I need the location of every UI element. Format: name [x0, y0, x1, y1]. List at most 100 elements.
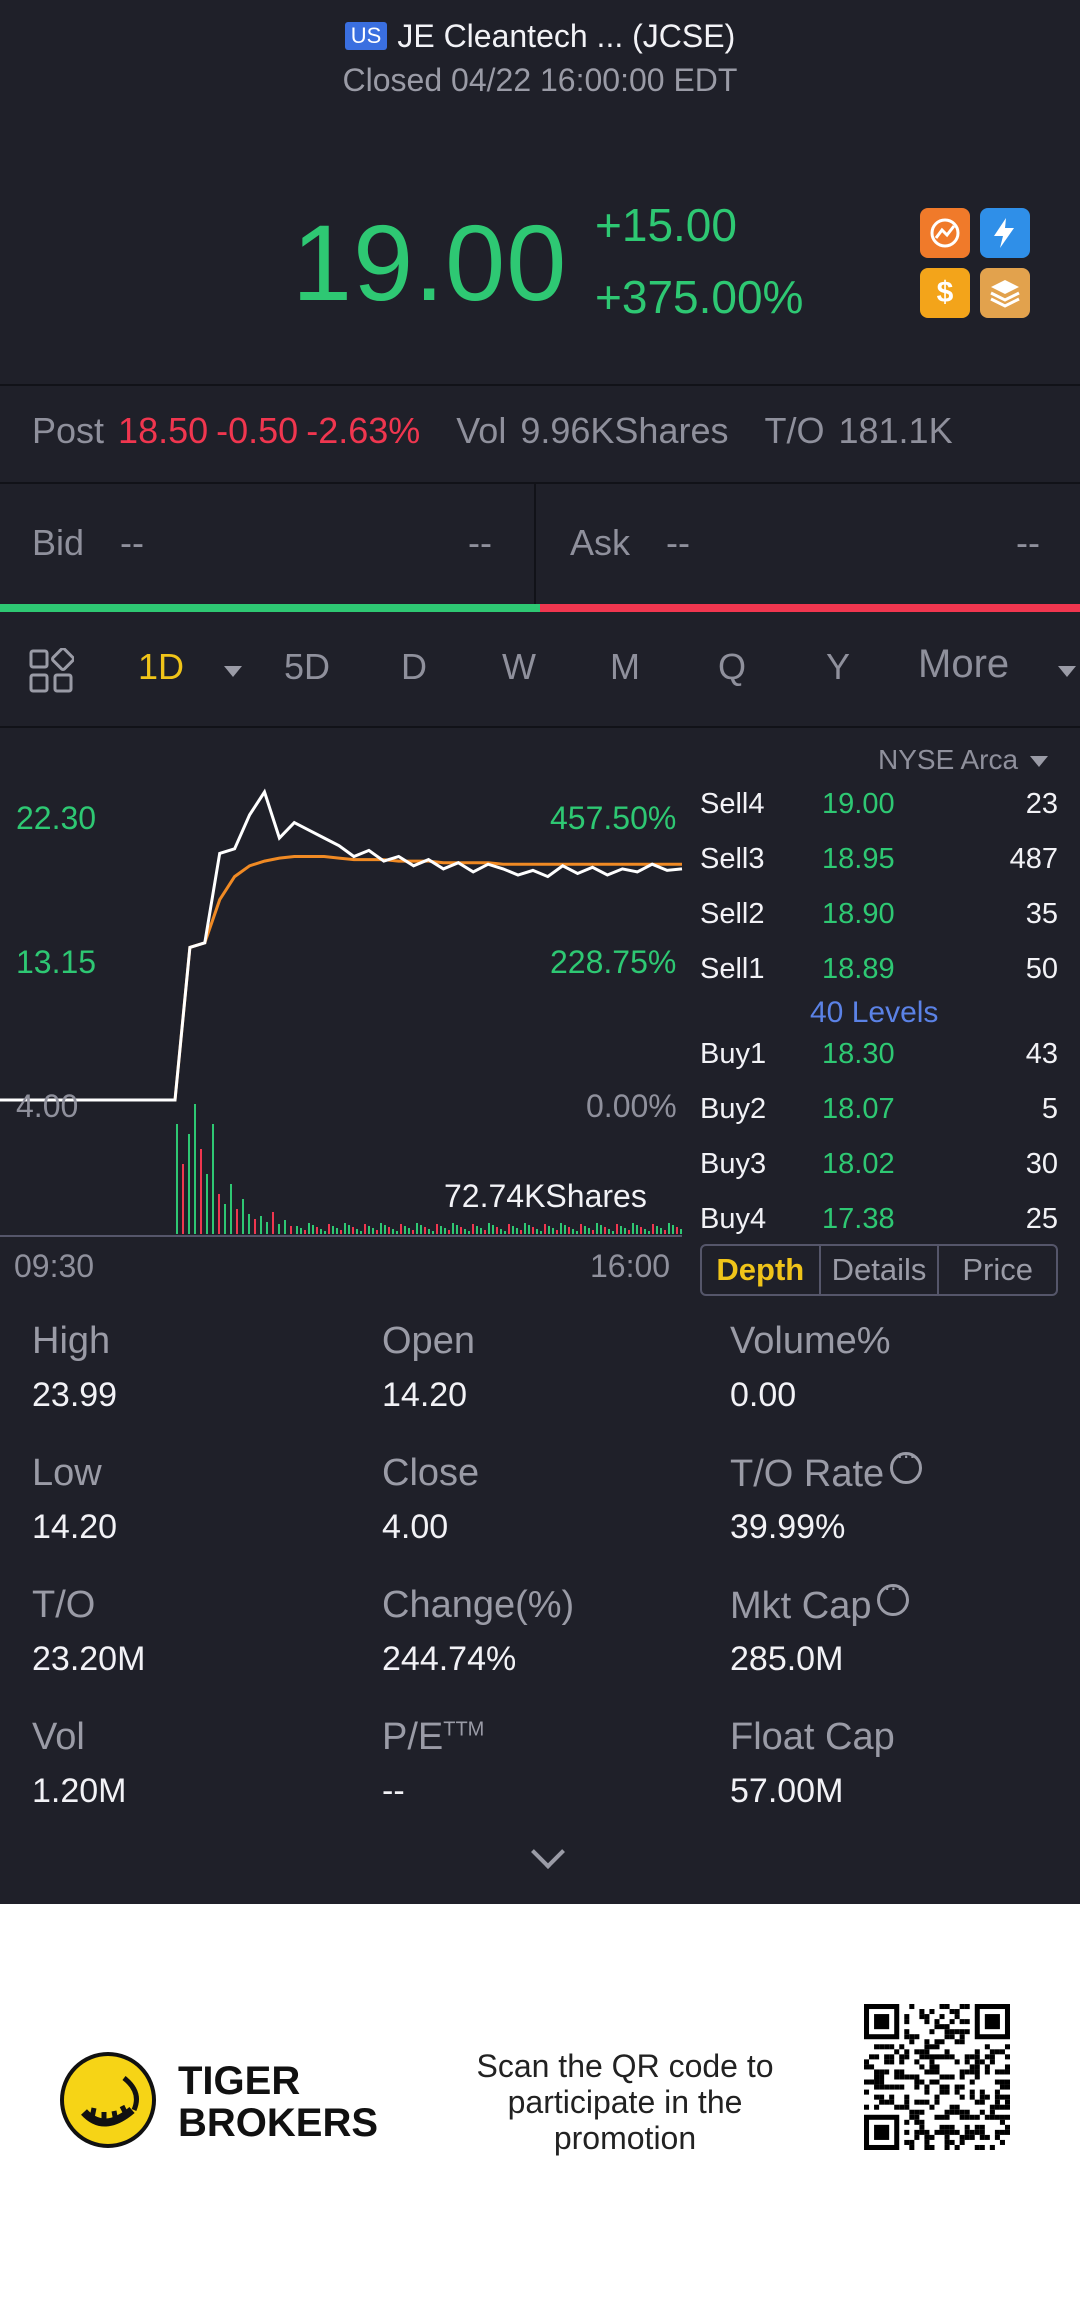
- levels-link[interactable]: 40 Levels: [810, 996, 939, 1029]
- stat-high-value: 23.99: [32, 1376, 118, 1414]
- tab-5d[interactable]: 5D: [284, 646, 331, 687]
- ask-qty: --: [1016, 522, 1040, 563]
- volume-bar: [516, 1228, 518, 1234]
- bid-ratio-bar: [0, 604, 540, 612]
- volume-bar: [524, 1223, 526, 1234]
- volume-bar: [340, 1230, 342, 1234]
- ob-side: Sell2: [700, 898, 765, 930]
- price-change: +15.00: [595, 199, 737, 251]
- orderbook-row[interactable]: Sell4 19.00 23: [700, 788, 1060, 828]
- volume-bar: [676, 1227, 678, 1234]
- volume-bar: [176, 1124, 178, 1234]
- stock-title: US JE Cleantech ... (JCSE): [0, 18, 1080, 55]
- divider: [0, 384, 1080, 386]
- divider: [0, 482, 1080, 484]
- volume-bar: [200, 1149, 202, 1234]
- lightning-level1-icon[interactable]: [980, 208, 1030, 258]
- stat-mkt-cap[interactable]: Mkt Cap: [730, 1575, 910, 1628]
- volume-bar: [396, 1231, 398, 1234]
- orderbook-row[interactable]: Sell2 18.90 35: [700, 898, 1060, 938]
- volume-bar: [484, 1230, 486, 1234]
- tab-depth[interactable]: Depth: [702, 1246, 821, 1294]
- brand-line1: TIGER: [178, 2059, 301, 2103]
- chevron-down-icon[interactable]: [531, 1835, 565, 1869]
- orderbook-row[interactable]: Buy2 18.07 5: [700, 1093, 1060, 1133]
- layout-grid-icon[interactable]: [28, 647, 75, 699]
- post-change: -0.50: [216, 410, 299, 451]
- pe-text: P/E: [382, 1716, 444, 1758]
- volume-bar: [356, 1229, 358, 1234]
- ob-qty: 35: [1025, 898, 1058, 930]
- volume-bar: [344, 1223, 346, 1234]
- to-value: 181.1K: [838, 410, 953, 451]
- volume-bar: [624, 1228, 626, 1234]
- orderbook-row[interactable]: Buy3 18.02 30: [700, 1148, 1060, 1188]
- ob-qty: 30: [1025, 1148, 1058, 1180]
- tiger-logo-icon: [60, 2052, 156, 2148]
- orderbook-row[interactable]: Sell1 18.89 50: [700, 953, 1060, 993]
- volume-bar: [640, 1227, 642, 1234]
- volume-bar: [464, 1229, 466, 1234]
- chevron-down-icon[interactable]: [1030, 756, 1048, 767]
- post-market-row[interactable]: Post 18.50 -0.50 -2.63% Vol 9.96KShares T/O 181…: [32, 410, 1080, 452]
- qr-code[interactable]: [864, 2004, 1010, 2150]
- volume-bar: [600, 1225, 602, 1234]
- info-icon[interactable]: [890, 1443, 923, 1484]
- tab-price[interactable]: Price: [962, 1252, 1033, 1287]
- volume-bar: [664, 1230, 666, 1234]
- tab-month[interactable]: M: [610, 646, 640, 687]
- intraday-chart[interactable]: [0, 730, 690, 1240]
- volume-bar: [284, 1220, 286, 1234]
- volume-bar: [376, 1230, 378, 1234]
- info-icon[interactable]: [877, 1575, 910, 1616]
- market-status: Closed 04/22 16:00:00 EDT: [342, 62, 738, 98]
- volume-bar: [324, 1231, 326, 1234]
- orderbook-row[interactable]: Buy4 17.38 25: [700, 1203, 1060, 1243]
- tab-quarter[interactable]: Q: [718, 646, 747, 687]
- tab-more[interactable]: More: [918, 642, 1010, 686]
- volume-bar: [476, 1226, 478, 1234]
- stat-mkt-cap-label: Mkt Cap: [730, 1585, 872, 1627]
- stack-icon[interactable]: [980, 268, 1030, 318]
- stat-to-rate[interactable]: T/O Rate: [730, 1443, 923, 1496]
- divider: [534, 484, 536, 604]
- stat-mkt-cap-value: 285.0M: [730, 1640, 844, 1678]
- y-tick-low: 4.00: [16, 1088, 79, 1124]
- chart-icon[interactable]: [920, 208, 970, 258]
- volume-bar: [218, 1194, 220, 1234]
- volume-bar: [316, 1227, 318, 1234]
- volume-bar: [360, 1231, 362, 1234]
- volume-bar: [596, 1223, 598, 1234]
- volume-bar: [648, 1231, 650, 1234]
- price-line: [0, 788, 683, 1102]
- volume-bar: [452, 1223, 454, 1234]
- volume-bar: [230, 1184, 232, 1234]
- ask-price: --: [666, 522, 690, 563]
- volume-bar: [608, 1229, 610, 1234]
- ask-label: Ask: [570, 522, 631, 563]
- orderbook-row[interactable]: Sell3 18.95 487: [700, 843, 1060, 883]
- tab-details[interactable]: Details: [821, 1246, 940, 1294]
- chevron-down-icon[interactable]: [224, 666, 242, 677]
- chevron-down-icon[interactable]: [1058, 666, 1076, 677]
- volume-bar: [352, 1227, 354, 1234]
- volume-bar: [576, 1231, 578, 1234]
- volume-bar: [620, 1226, 622, 1234]
- volume-bar: [428, 1229, 430, 1234]
- post-change-pct: -2.63%: [306, 410, 421, 451]
- ob-qty: 5: [1041, 1093, 1058, 1125]
- dollar-icon[interactable]: $: [920, 268, 970, 318]
- orderbook-row[interactable]: Buy1 18.30 43: [700, 1038, 1060, 1078]
- ob-qty: 43: [1025, 1038, 1058, 1070]
- tab-day[interactable]: D: [401, 646, 427, 687]
- volume-bar: [328, 1224, 330, 1234]
- volume-bar: [290, 1226, 292, 1234]
- orderbook-tabs: Depth Details Price: [700, 1244, 1058, 1296]
- tab-1d[interactable]: 1D: [138, 646, 185, 687]
- volume-bar: [384, 1225, 386, 1234]
- tab-year[interactable]: Y: [826, 646, 851, 687]
- stat-high-label: High: [32, 1320, 111, 1362]
- exchange-selector[interactable]: NYSE Arca: [878, 744, 1018, 776]
- tab-week[interactable]: W: [502, 646, 536, 687]
- ob-price: 18.30: [822, 1038, 895, 1070]
